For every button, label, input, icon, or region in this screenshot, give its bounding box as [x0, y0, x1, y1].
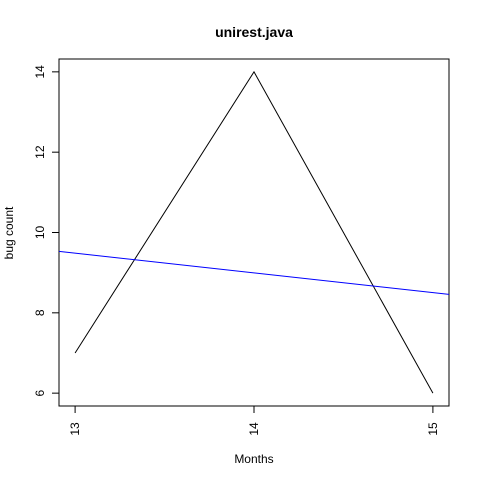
y-tick-label: 14: [33, 65, 47, 79]
series-line-bug-count: [74, 70, 434, 394]
y-tick-label: 6: [33, 389, 47, 396]
x-tick-label: 14: [247, 422, 261, 436]
y-tick-label: 12: [33, 145, 47, 159]
chart-title: unirest.java: [215, 24, 293, 40]
y-tick-label: 10: [33, 226, 47, 240]
y-axis-label: bug count: [2, 206, 16, 259]
y-axis: 6 8 10 12 14: [33, 65, 60, 396]
x-tick-label: 13: [68, 422, 82, 436]
x-axis-label: Months: [234, 452, 273, 466]
plot-area-border: [58, 58, 450, 407]
y-tick-label: 8: [33, 309, 47, 316]
trend-line: [58, 250, 450, 295]
x-tick-label: 15: [426, 422, 440, 436]
x-axis: 13 14 15: [68, 405, 440, 436]
series-layer: [58, 70, 450, 394]
